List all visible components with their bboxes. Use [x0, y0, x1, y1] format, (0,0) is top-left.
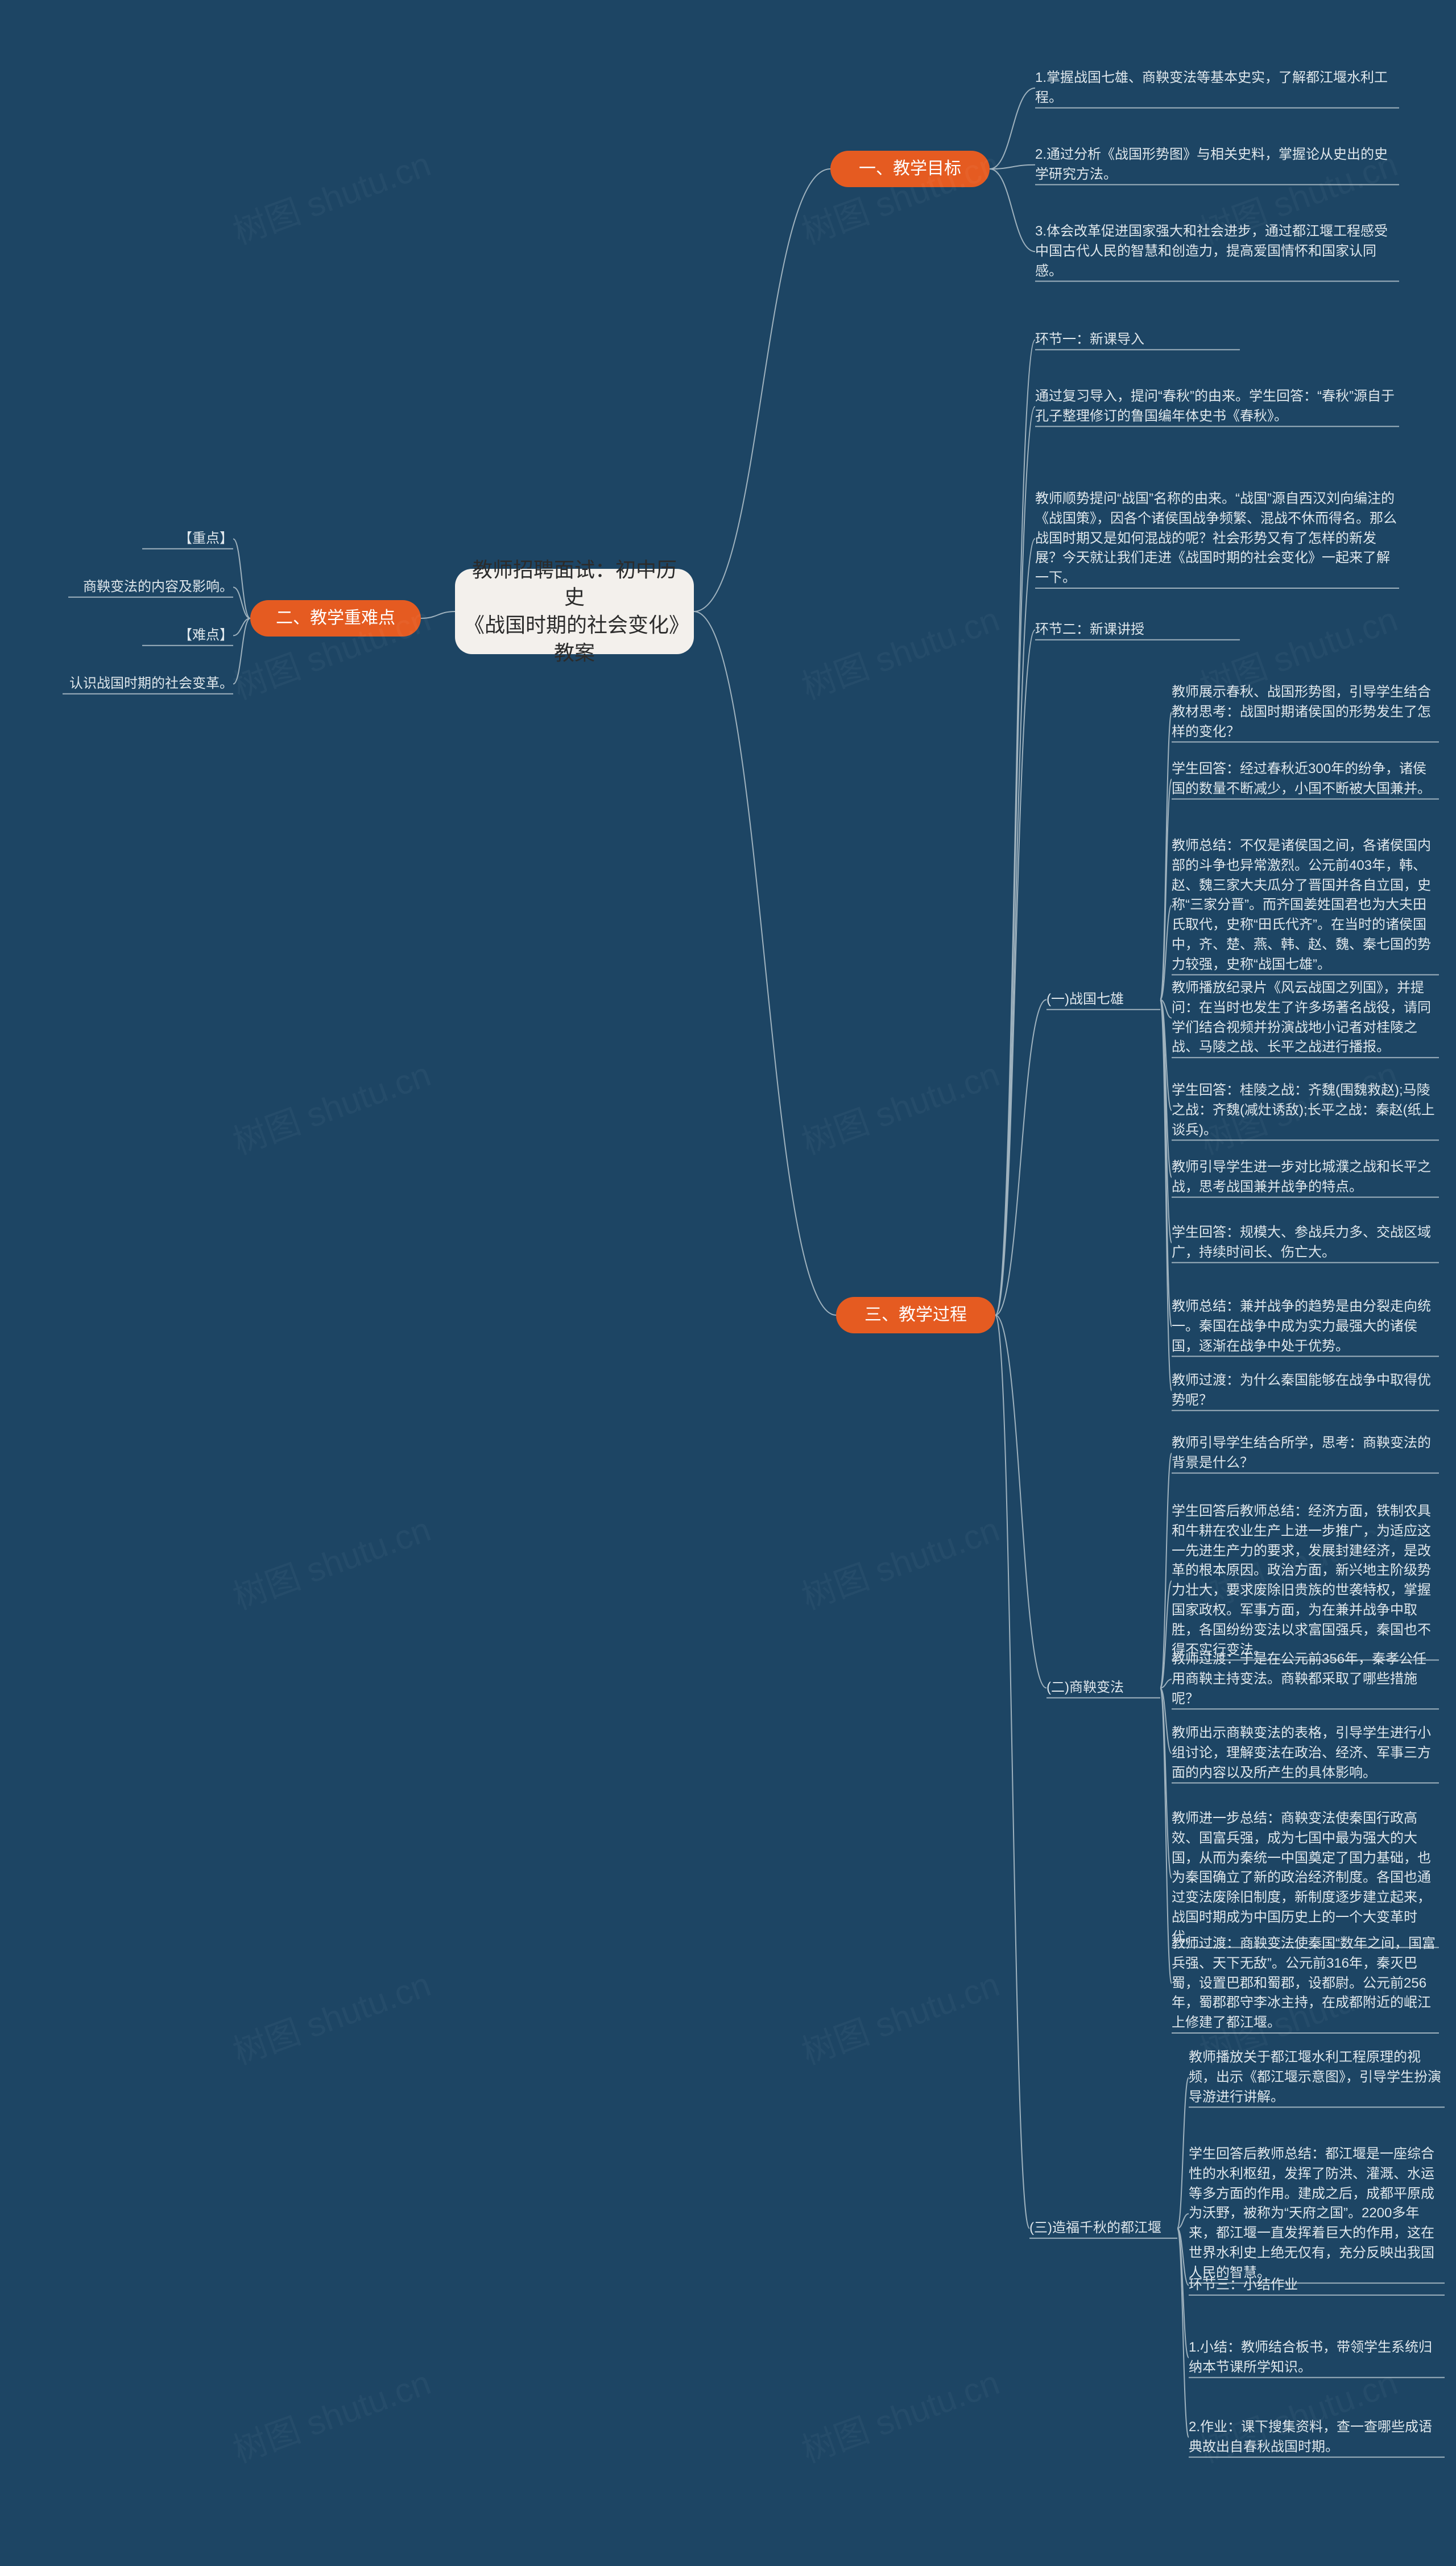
key-heading-2-text: 【难点】 [179, 627, 233, 643]
subsection-c[interactable]: (三)造福千秋的都江堰 [1029, 2218, 1177, 2238]
step-1-heading-text: 环节一：新课导入 [1035, 332, 1144, 347]
a-leaf-6-text: 教师引导学生进一步对比城濮之战和长平之战，思考战国兼并战争的特点。 [1172, 1159, 1431, 1195]
key-point-1[interactable]: 商鞅变法的内容及影响。 [68, 577, 233, 597]
b-leaf-3[interactable]: 教师过渡：于是在公元前356年，秦孝公任用商鞅主持变法。商鞅都采取了哪些措施呢？ [1172, 1650, 1439, 1709]
key-heading-1[interactable]: 【重点】 [142, 529, 233, 549]
step-1b[interactable]: 教师顺势提问“战国”名称的由来。“战国”源自西汉刘向编注的《战国策》，因各个诸侯… [1035, 489, 1399, 588]
section-keypoints-label: 二、教学重难点 [276, 607, 395, 630]
key-point-2[interactable]: 认识战国时期的社会变革。 [63, 674, 233, 694]
a-leaf-2[interactable]: 学生回答：经过春秋近300年的纷争，诸侯国的数量不断减少，小国不断被大国兼并。 [1172, 759, 1439, 799]
b-leaf-6-text: 教师过渡：商鞅变法使秦国“数年之间，国富兵强、天下无敌”。公元前316年，秦灭巴… [1172, 1936, 1436, 2030]
key-heading-1-text: 【重点】 [179, 531, 233, 546]
goal-2[interactable]: 2.通过分析《战国形势图》与相关史料，掌握论从史出的史学研究方法。 [1035, 145, 1399, 185]
b-leaf-1-text: 教师引导学生结合所学，思考：商鞅变法的背景是什么？ [1172, 1435, 1431, 1470]
goal-3-text: 3.体会改革促进国家强大和社会进步，通过都江堰工程感受中国古代人民的智慧和创造力… [1035, 224, 1388, 279]
watermark: 树图 shutu.cn [794, 2355, 1005, 2472]
root-line-3: 教案 [464, 639, 685, 667]
watermark: 树图 shutu.cn [794, 1502, 1005, 1619]
goal-1[interactable]: 1.掌握战国七雄、商鞅变法等基本史实，了解都江堰水利工程。 [1035, 68, 1399, 108]
step-1a[interactable]: 通过复习导入，提问“春秋”的由来。学生回答：“春秋”源自于孔子整理修订的鲁国编年… [1035, 387, 1399, 427]
section-process-label: 三、教学过程 [864, 1304, 967, 1327]
c-leaf-2[interactable]: 学生回答后教师总结：都江堰是一座综合性的水利枢纽，发挥了防洪、灌溉、水运等多方面… [1189, 2144, 1445, 2283]
a-leaf-2-text: 学生回答：经过春秋近300年的纷争，诸侯国的数量不断减少，小国不断被大国兼并。 [1172, 761, 1431, 796]
root-node[interactable]: 教师招聘面试：初中历史 《战国时期的社会变化》 教案 [455, 569, 694, 654]
subsection-a-text: (一)战国七雄 [1046, 991, 1124, 1007]
a-leaf-5-text: 学生回答：桂陵之战：齐魏(围魏救赵);马陵之战：齐魏(减灶诱敌);长平之战：秦赵… [1172, 1082, 1435, 1138]
b-leaf-1[interactable]: 教师引导学生结合所学，思考：商鞅变法的背景是什么？ [1172, 1433, 1439, 1473]
a-leaf-8[interactable]: 教师总结：兼并战争的趋势是由分裂走向统一。秦国在战争中成为实力最强大的诸侯国，逐… [1172, 1297, 1439, 1356]
goal-1-text: 1.掌握战国七雄、商鞅变法等基本史实，了解都江堰水利工程。 [1035, 70, 1388, 105]
b-leaf-4[interactable]: 教师出示商鞅变法的表格，引导学生进行小组讨论，理解变法在政治、经济、军事三方面的… [1172, 1724, 1439, 1783]
watermark: 树图 shutu.cn [794, 1957, 1005, 2074]
a-leaf-7-text: 学生回答：规模大、参战兵力多、交战区域广，持续时间长、伤亡大。 [1172, 1225, 1431, 1260]
c-leaf-2-text: 学生回答后教师总结：都江堰是一座综合性的水利枢纽，发挥了防洪、灌溉、水运等多方面… [1189, 2146, 1434, 2280]
b-leaf-2[interactable]: 学生回答后教师总结：经济方面，铁制农具和牛耕在农业生产上进一步推广，为适应这一先… [1172, 1502, 1439, 1660]
c-leaf-5[interactable]: 2.作业：课下搜集资料，查一查哪些成语典故出自春秋战国时期。 [1189, 2418, 1445, 2457]
section-process[interactable]: 三、教学过程 [836, 1297, 995, 1333]
root-line-2: 《战国时期的社会变化》 [464, 611, 685, 639]
a-leaf-7[interactable]: 学生回答：规模大、参战兵力多、交战区域广，持续时间长、伤亡大。 [1172, 1223, 1439, 1263]
c-leaf-5-text: 2.作业：课下搜集资料，查一查哪些成语典故出自春秋战国时期。 [1189, 2419, 1432, 2455]
section-keypoints[interactable]: 二、教学重难点 [250, 600, 421, 637]
c-leaf-3[interactable]: 环节三：小结作业 [1189, 2275, 1445, 2295]
c-leaf-3-text: 环节三：小结作业 [1189, 2277, 1298, 2292]
step-2-heading-text: 环节二：新课讲授 [1035, 622, 1144, 637]
a-leaf-9[interactable]: 教师过渡：为什么秦国能够在战争中取得优势呢？ [1172, 1371, 1439, 1411]
b-leaf-6[interactable]: 教师过渡：商鞅变法使秦国“数年之间，国富兵强、天下无敌”。公元前316年，秦灭巴… [1172, 1934, 1439, 2033]
c-leaf-4-text: 1.小结：教师结合板书，带领学生系统归纳本节课所学知识。 [1189, 2340, 1432, 2375]
subsection-a[interactable]: (一)战国七雄 [1046, 990, 1160, 1010]
c-leaf-1-text: 教师播放关于都江堰水利工程原理的视频，出示《都江堰示意图》，引导学生扮演导游进行… [1189, 2050, 1441, 2105]
step-1a-text: 通过复习导入，提问“春秋”的由来。学生回答：“春秋”源自于孔子整理修订的鲁国编年… [1035, 389, 1395, 424]
watermark: 树图 shutu.cn [225, 2355, 436, 2472]
watermark: 树图 shutu.cn [794, 592, 1005, 709]
a-leaf-4[interactable]: 教师播放纪录片《风云战国之列国》，并提问：在当时也发生了许多场著名战役，请同学们… [1172, 978, 1439, 1057]
a-leaf-5[interactable]: 学生回答：桂陵之战：齐魏(围魏救赵);马陵之战：齐魏(减灶诱敌);长平之战：秦赵… [1172, 1081, 1439, 1140]
subsection-c-text: (三)造福千秋的都江堰 [1029, 2220, 1161, 2236]
key-heading-2[interactable]: 【难点】 [142, 626, 233, 646]
goal-3[interactable]: 3.体会改革促进国家强大和社会进步，通过都江堰工程感受中国古代人民的智慧和创造力… [1035, 222, 1399, 281]
a-leaf-3[interactable]: 教师总结：不仅是诸侯国之间，各诸侯国内部的斗争也异常激烈。公元前403年，韩、赵… [1172, 836, 1439, 975]
mindmap-stage: 教师招聘面试：初中历史 《战国时期的社会变化》 教案 一、教学目标 二、教学重难… [0, 0, 1456, 2566]
watermark: 树图 shutu.cn [225, 1502, 436, 1619]
step-1b-text: 教师顺势提问“战国”名称的由来。“战国”源自西汉刘向编注的《战国策》，因各个诸侯… [1035, 491, 1397, 585]
b-leaf-3-text: 教师过渡：于是在公元前356年，秦孝公任用商鞅主持变法。商鞅都采取了哪些措施呢？ [1172, 1651, 1426, 1706]
step-1-heading[interactable]: 环节一：新课导入 [1035, 330, 1240, 350]
key-point-2-text: 认识战国时期的社会变革。 [69, 676, 233, 691]
b-leaf-5-text: 教师进一步总结：商鞅变法使秦国行政高效、国富兵强，成为七国中最为强大的大国，从而… [1172, 1811, 1431, 1945]
b-leaf-4-text: 教师出示商鞅变法的表格，引导学生进行小组讨论，理解变法在政治、经济、军事三方面的… [1172, 1725, 1431, 1780]
section-goals-label: 一、教学目标 [859, 158, 961, 181]
root-line-1: 教师招聘面试：初中历史 [464, 556, 685, 611]
a-leaf-6[interactable]: 教师引导学生进一步对比城濮之战和长平之战，思考战国兼并战争的特点。 [1172, 1158, 1439, 1197]
c-leaf-1[interactable]: 教师播放关于都江堰水利工程原理的视频，出示《都江堰示意图》，引导学生扮演导游进行… [1189, 2048, 1445, 2107]
b-leaf-5[interactable]: 教师进一步总结：商鞅变法使秦国行政高效、国富兵强，成为七国中最为强大的大国，从而… [1172, 1809, 1439, 1948]
goal-2-text: 2.通过分析《战国形势图》与相关史料，掌握论从史出的史学研究方法。 [1035, 147, 1388, 182]
watermark: 树图 shutu.cn [794, 1047, 1005, 1164]
watermark: 树图 shutu.cn [225, 1047, 436, 1164]
a-leaf-4-text: 教师播放纪录片《风云战国之列国》，并提问：在当时也发生了许多场著名战役，请同学们… [1172, 980, 1431, 1055]
watermark: 树图 shutu.cn [225, 1957, 436, 2074]
key-point-1-text: 商鞅变法的内容及影响。 [83, 579, 233, 594]
subsection-b-text: (二)商鞅变法 [1046, 1680, 1124, 1695]
c-leaf-4[interactable]: 1.小结：教师结合板书，带领学生系统归纳本节课所学知识。 [1189, 2338, 1445, 2378]
a-leaf-1[interactable]: 教师展示春秋、战国形势图，引导学生结合教材思考：战国时期诸侯国的形势发生了怎样的… [1172, 683, 1439, 742]
a-leaf-3-text: 教师总结：不仅是诸侯国之间，各诸侯国内部的斗争也异常激烈。公元前403年，韩、赵… [1172, 838, 1431, 972]
a-leaf-9-text: 教师过渡：为什么秦国能够在战争中取得优势呢？ [1172, 1373, 1431, 1408]
watermark: 树图 shutu.cn [225, 137, 436, 254]
a-leaf-1-text: 教师展示春秋、战国形势图，引导学生结合教材思考：战国时期诸侯国的形势发生了怎样的… [1172, 684, 1431, 739]
section-goals[interactable]: 一、教学目标 [830, 151, 990, 187]
a-leaf-8-text: 教师总结：兼并战争的趋势是由分裂走向统一。秦国在战争中成为实力最强大的诸侯国，逐… [1172, 1299, 1431, 1354]
subsection-b[interactable]: (二)商鞅变法 [1046, 1678, 1160, 1698]
step-2-heading[interactable]: 环节二：新课讲授 [1035, 620, 1240, 640]
b-leaf-2-text: 学生回答后教师总结：经济方面，铁制农具和牛耕在农业生产上进一步推广，为适应这一先… [1172, 1503, 1431, 1658]
